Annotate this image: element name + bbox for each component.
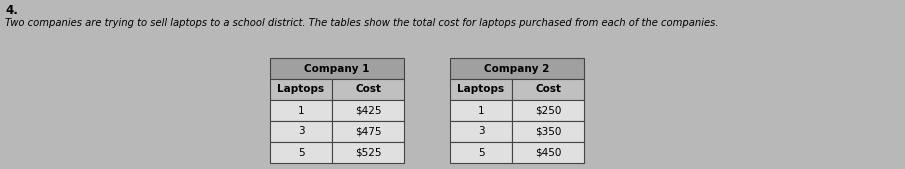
Text: Cost: Cost	[535, 84, 561, 94]
Text: Laptops: Laptops	[278, 84, 325, 94]
Text: $250: $250	[535, 105, 561, 115]
Text: Cost: Cost	[355, 84, 381, 94]
Text: 4.: 4.	[5, 4, 18, 17]
Text: 3: 3	[298, 127, 304, 137]
Text: 5: 5	[478, 148, 484, 158]
Text: 1: 1	[298, 105, 304, 115]
Text: $425: $425	[355, 105, 381, 115]
Text: $525: $525	[355, 148, 381, 158]
Text: $350: $350	[535, 127, 561, 137]
Text: 1: 1	[478, 105, 484, 115]
Text: $475: $475	[355, 127, 381, 137]
Text: $450: $450	[535, 148, 561, 158]
Text: Two companies are trying to sell laptops to a school district. The tables show t: Two companies are trying to sell laptops…	[5, 18, 719, 28]
Text: 5: 5	[298, 148, 304, 158]
Text: 3: 3	[478, 127, 484, 137]
Text: Laptops: Laptops	[457, 84, 505, 94]
Text: Company 1: Company 1	[304, 64, 369, 74]
Text: Company 2: Company 2	[484, 64, 549, 74]
